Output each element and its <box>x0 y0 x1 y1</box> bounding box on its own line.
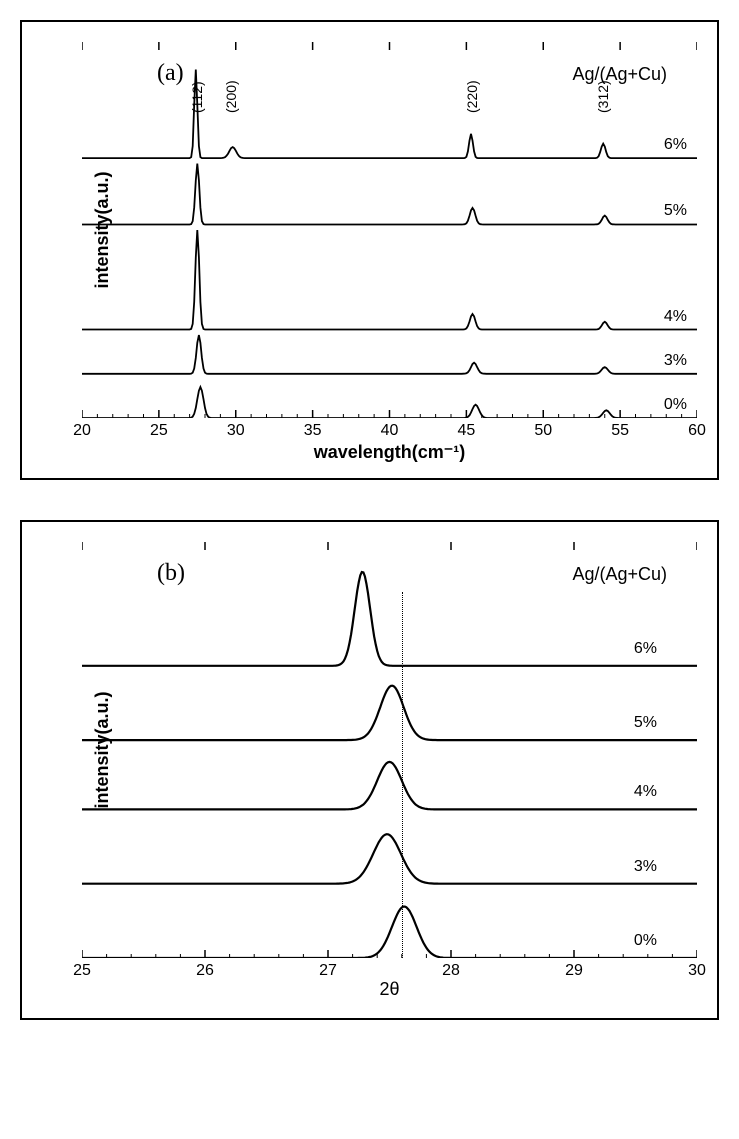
panel-a-xlabel: wavelength(cm⁻¹) <box>314 442 466 463</box>
xtick-label: 25 <box>73 962 91 980</box>
xtick-label: 20 <box>73 422 91 440</box>
xtick-label: 29 <box>565 962 583 980</box>
xtick-label: 27 <box>319 962 337 980</box>
plot-area-a: (a) Ag/(Ag+Cu) intensity(a.u.) wavelengt… <box>82 42 697 418</box>
xtick-label: 30 <box>688 962 706 980</box>
xtick-label: 28 <box>442 962 460 980</box>
miller-index-label: (112) <box>189 81 205 113</box>
xtick-label: 50 <box>534 422 552 440</box>
series-label: 4% <box>634 783 657 801</box>
xtick-label: 25 <box>150 422 168 440</box>
panel-b-svg <box>82 542 697 958</box>
xtick-label: 45 <box>457 422 475 440</box>
xtick-label: 35 <box>304 422 322 440</box>
miller-index-label: (312) <box>595 80 611 113</box>
series-label: 6% <box>664 136 687 154</box>
series-label: 4% <box>664 308 687 326</box>
xrd-trace <box>82 907 697 958</box>
series-label: 5% <box>664 202 687 220</box>
miller-index-label: (220) <box>464 80 480 113</box>
series-label: 0% <box>634 932 657 950</box>
plot-area-b: (b) Ag/(Ag+Cu) intensity(a.u.) 2θ 252627… <box>82 542 697 958</box>
xrd-trace <box>82 164 697 225</box>
xrd-trace <box>82 572 697 666</box>
xtick-label: 30 <box>227 422 245 440</box>
xrd-trace <box>82 230 697 330</box>
xrd-trace <box>82 834 697 884</box>
xtick-label: 55 <box>611 422 629 440</box>
panel-a: (a) Ag/(Ag+Cu) intensity(a.u.) wavelengt… <box>20 20 719 480</box>
series-label: 5% <box>634 714 657 732</box>
series-label: 3% <box>634 858 657 876</box>
figure-container: (a) Ag/(Ag+Cu) intensity(a.u.) wavelengt… <box>20 20 719 1020</box>
xrd-trace <box>82 686 697 740</box>
xrd-trace <box>82 335 697 374</box>
series-label: 0% <box>664 396 687 414</box>
xtick-label: 26 <box>196 962 214 980</box>
reference-line <box>402 592 403 958</box>
series-label: 6% <box>634 640 657 658</box>
xtick-label: 60 <box>688 422 706 440</box>
panel-b: (b) Ag/(Ag+Cu) intensity(a.u.) 2θ 252627… <box>20 520 719 1020</box>
xrd-trace <box>82 762 697 810</box>
panel-b-xlabel: 2θ <box>379 979 399 1000</box>
xtick-label: 40 <box>381 422 399 440</box>
miller-index-label: (200) <box>223 80 239 113</box>
series-label: 3% <box>664 352 687 370</box>
